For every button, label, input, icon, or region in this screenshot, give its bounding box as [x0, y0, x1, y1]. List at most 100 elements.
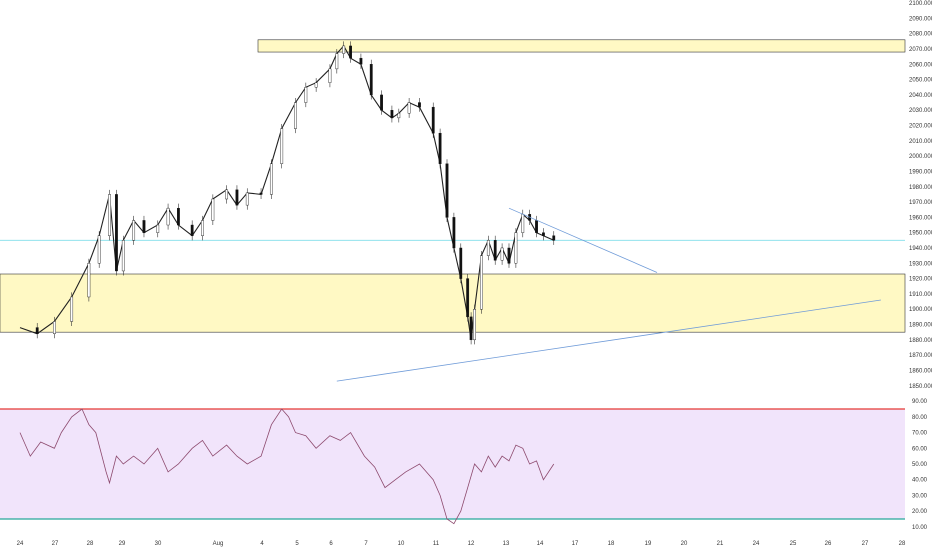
candle-body [269, 163, 273, 195]
candle-body [500, 247, 504, 261]
candle-body [459, 247, 463, 279]
candle-body [142, 220, 146, 233]
candle-body [359, 57, 363, 65]
x-tick-label: 20 [681, 541, 688, 547]
x-tick-label: 27 [52, 541, 59, 547]
candle-body [53, 321, 56, 334]
y-tick-label: 2040.000 [909, 93, 932, 99]
x-tick-label: 26 [825, 541, 832, 547]
rsi-tick-label: 40.00 [912, 478, 928, 484]
rsi-tick-label: 90.00 [912, 399, 928, 405]
x-tick-label: 10 [398, 541, 405, 547]
x-tick-label: 12 [468, 541, 475, 547]
rsi-tick-label: 80.00 [912, 415, 928, 421]
y-tick-label: 2010.000 [909, 139, 932, 145]
support-zone-1 [0, 273, 906, 333]
y-tick-label: 1990.000 [909, 169, 932, 175]
y-tick-label: 1960.000 [909, 215, 932, 221]
x-tick-label: 13 [503, 541, 510, 547]
y-tick-label: 1870.000 [909, 353, 932, 359]
y-tick-label: 2090.000 [909, 16, 932, 22]
y-tick-label: 2000.000 [909, 154, 932, 160]
candle-body [397, 113, 401, 119]
y-axis: 2100.000 2090.000 2080.000 2070.000 2060.000… [909, 1, 932, 390]
x-tick-label: 11 [433, 541, 440, 547]
candle-body [87, 263, 91, 298]
y-tick-label: 1950.000 [909, 231, 932, 237]
x-tick-label: 30 [155, 541, 162, 547]
candle-body [535, 220, 538, 233]
candle-body [132, 220, 136, 241]
candle-body [380, 94, 383, 111]
candle-body [390, 110, 394, 119]
candle-body [466, 278, 470, 318]
x-tick-label: 27 [862, 541, 869, 547]
candle-body [514, 232, 518, 264]
candle-body [35, 327, 39, 334]
candle-body [259, 192, 263, 195]
candle-body [115, 194, 118, 272]
y-tick-label: 1970.000 [909, 200, 932, 206]
candle-body [452, 217, 456, 249]
x-tick-label: 28 [87, 541, 94, 547]
candle-body [473, 309, 476, 341]
x-tick-label: 4 [260, 541, 264, 547]
candle-body [166, 207, 170, 226]
candle-body [507, 247, 511, 264]
trendline-0 [508, 207, 658, 273]
candle-body [335, 53, 339, 70]
candle-body [369, 64, 373, 96]
candle-body [438, 132, 442, 164]
rsi-tick-label: 70.00 [912, 431, 928, 437]
y-tick-label: 2070.000 [909, 47, 932, 53]
candle-body [190, 224, 194, 236]
y-tick-label: 1900.000 [909, 307, 932, 313]
rsi-tick-label: 10.00 [912, 525, 928, 531]
candle-body [294, 102, 297, 129]
trendline-1 [336, 299, 881, 382]
rsi-tick-label: 60.00 [912, 446, 928, 452]
candle-body [280, 128, 284, 164]
candle-body [493, 240, 497, 261]
candle-body [177, 207, 180, 226]
x-tick-label: 29 [119, 541, 126, 547]
x-tick-label: 24 [17, 541, 24, 547]
y-tick-label: 2080.000 [909, 32, 932, 38]
x-tick-label: Aug [213, 541, 224, 547]
rsi-tick-label: 30.00 [912, 493, 928, 499]
candle-body [225, 189, 229, 200]
candle-body [407, 102, 411, 114]
candle-body [211, 198, 215, 221]
y-tick-label: 1920.000 [909, 277, 932, 283]
candle-body [431, 106, 435, 134]
x-tick-label: 17 [572, 541, 579, 547]
rsi-axis: 90.00 80.00 70.00 60.00 50.00 40.00 30.00 20.00… [912, 399, 928, 531]
x-axis: 24 27 28 29 30 Aug 4 5 6 7 10 11 12 13 14 17 18 19 20 21 24 2… [17, 541, 906, 547]
rsi-tick-label: 50.00 [912, 462, 928, 468]
support-zone-0 [257, 39, 906, 53]
x-tick-label: 6 [329, 541, 333, 547]
x-tick-label: 24 [753, 541, 760, 547]
candle-body [201, 220, 204, 236]
candle-body [97, 235, 101, 264]
y-tick-label: 2060.000 [909, 62, 932, 68]
rsi-band-fill [0, 409, 905, 519]
candle-body [304, 87, 308, 103]
y-tick-label: 1880.000 [909, 338, 932, 344]
candle-body [235, 189, 239, 206]
x-tick-label: 28 [899, 541, 906, 547]
x-tick-label: 7 [364, 541, 368, 547]
candle-body [542, 232, 545, 236]
candle-body [121, 240, 125, 272]
candle-body [349, 45, 352, 59]
candle-body [445, 163, 449, 218]
y-tick-label: 1890.000 [909, 323, 932, 329]
candle-body [245, 192, 249, 206]
x-tick-label: 5 [295, 541, 299, 547]
y-tick-label: 2030.000 [909, 108, 932, 114]
rsi-panel [0, 408, 905, 525]
x-tick-label: 18 [608, 541, 615, 547]
price-zones [0, 39, 906, 333]
candle-body [342, 45, 346, 54]
